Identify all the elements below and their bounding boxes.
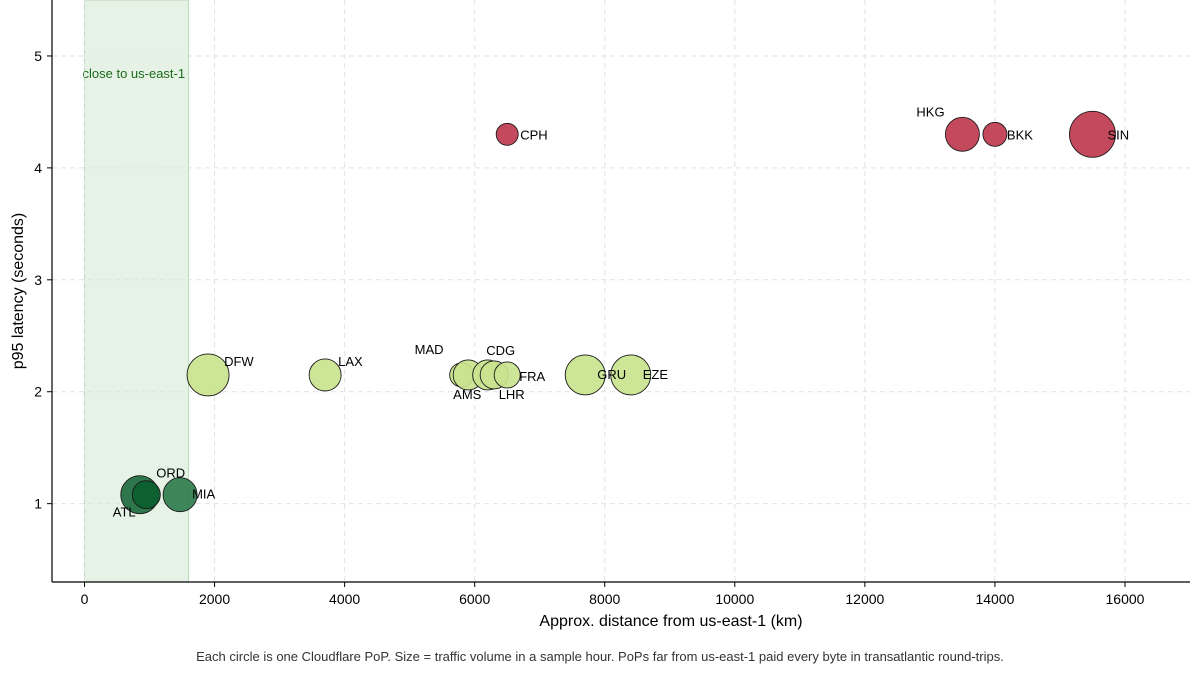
x-tick-label: 12000 (845, 591, 884, 607)
point-dfw (186, 353, 230, 397)
point-label-lax: LAX (338, 354, 363, 369)
point-label-bkk: BKK (1007, 127, 1033, 142)
chart-caption: Each circle is one Cloudflare PoP. Size … (196, 649, 1004, 664)
point-label-lhr: LHR (499, 387, 525, 402)
x-tick-label: 4000 (329, 591, 360, 607)
point-cph (495, 122, 519, 146)
x-tick-label: 2000 (199, 591, 230, 607)
x-tick-label: 6000 (459, 591, 490, 607)
x-tick-label: 10000 (715, 591, 754, 607)
x-tick-label: 8000 (589, 591, 620, 607)
point-label-ams: AMS (453, 387, 482, 402)
x-tick-label: 16000 (1106, 591, 1145, 607)
y-tick-label: 4 (34, 160, 42, 176)
point-label-fra: FRA (519, 369, 545, 384)
point-label-ord: ORD (156, 466, 185, 481)
y-tick-label: 3 (34, 272, 42, 288)
point-label-dfw: DFW (224, 354, 254, 369)
point-label-hkg: HKG (916, 104, 944, 119)
point-label-cph: CPH (520, 127, 547, 142)
point-fra (493, 361, 521, 389)
point-sin (1069, 110, 1116, 158)
scatter-chart: close to us-east-1 0 2000 4000 6000 8000 10000… (10, 0, 1190, 630)
point-lax (308, 358, 342, 392)
point-label-sin: SIN (1107, 127, 1129, 142)
y-axis-title: p95 latency (seconds) (10, 213, 27, 370)
band-label: close to us-east-1 (83, 66, 186, 81)
x-axis-title: Approx. distance from us-east-1 (km) (539, 613, 802, 630)
y-tick-label: 5 (34, 48, 42, 64)
y-tick-label: 2 (34, 384, 42, 400)
point-eze (610, 354, 652, 396)
y-tick-label: 1 (34, 496, 42, 512)
point-hkg (944, 116, 980, 152)
point-bkk (982, 121, 1008, 147)
point-label-gru: GRU (597, 367, 626, 382)
point-mia (162, 477, 198, 513)
x-tick-label: 14000 (975, 591, 1014, 607)
point-gru (564, 354, 606, 396)
point-label-cdg: CDG (486, 343, 515, 358)
point-label-mad: MAD (415, 342, 444, 357)
point-label-atl: ATL (113, 505, 136, 520)
point-ord (131, 480, 161, 510)
x-tick-label: 0 (81, 591, 89, 607)
point-label-mia: MIA (192, 487, 215, 502)
point-label-eze: EZE (643, 367, 669, 382)
